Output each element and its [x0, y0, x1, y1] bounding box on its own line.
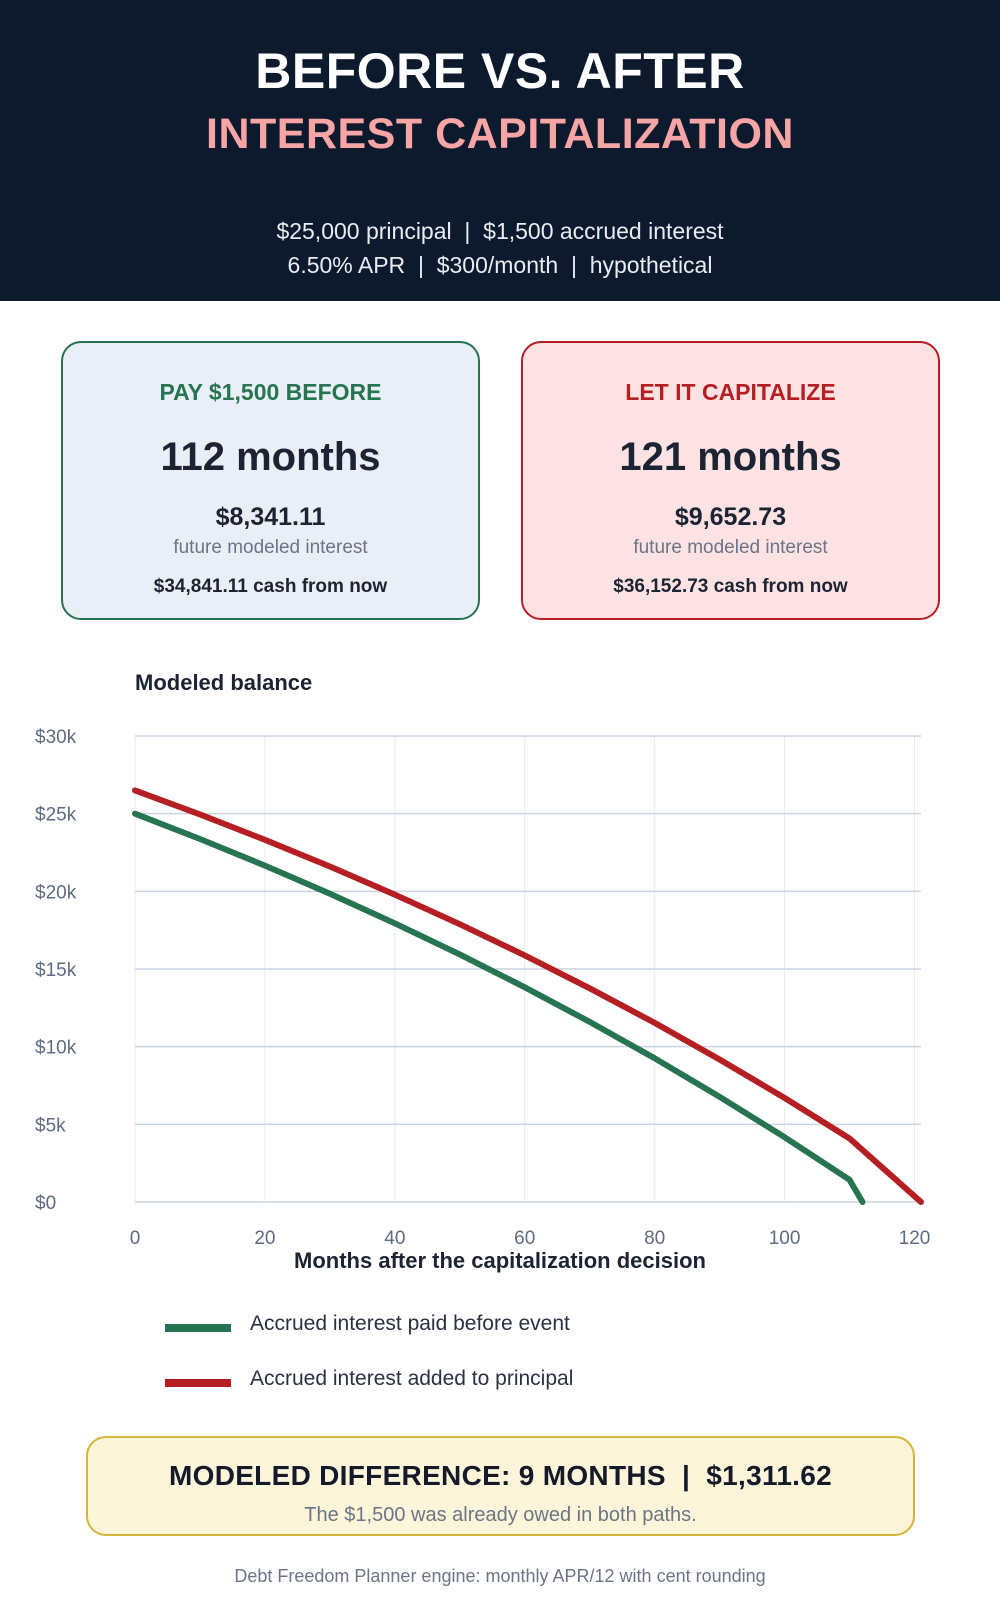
scenario-line-2: 6.50% APR | $300/month | hypothetical [287, 252, 713, 278]
x-tick-label: 0 [130, 1228, 141, 1249]
pay-before-caption: future modeled interest [173, 537, 368, 558]
chart-title: Modeled balance [135, 670, 312, 695]
y-tick-label: $20k [35, 882, 77, 903]
x-tick-label: 80 [644, 1228, 665, 1249]
capitalize-card: LET IT CAPITALIZE 121 months $9,652.73 f… [521, 341, 940, 620]
chart-grid [134, 735, 921, 1203]
y-tick-label: $15k [35, 960, 77, 981]
difference-note: The $1,500 was already owed in both path… [304, 1504, 697, 1526]
pay-before-card: PAY $1,500 BEFORE 112 months $8,341.11 f… [61, 341, 480, 620]
y-tick-label: $30k [35, 727, 77, 748]
page-subtitle: INTEREST CAPITALIZATION [206, 110, 794, 158]
capitalize-label: LET IT CAPITALIZE [625, 379, 836, 405]
header-banner: BEFORE VS. AFTER INTEREST CAPITALIZATION… [0, 0, 1000, 301]
x-tick-label: 40 [384, 1228, 405, 1249]
x-tick-label: 20 [254, 1228, 275, 1249]
legend-swatch-red [165, 1379, 231, 1387]
series-line-capitalized [132, 787, 924, 1205]
chart-series [132, 787, 924, 1205]
balance-line-chart: Modeled balance $0 $5k $10k $15k $20k $25k $30… [35, 670, 930, 1273]
series-line-paid-before [132, 810, 866, 1205]
y-tick-label: $0 [35, 1193, 56, 1214]
y-tick-label: $10k [35, 1038, 77, 1059]
footer-note: Debt Freedom Planner engine: monthly APR… [234, 1566, 766, 1586]
difference-title: MODELED DIFFERENCE: 9 MONTHS | $1,311.62 [168, 1460, 833, 1491]
legend-swatch-green [165, 1324, 231, 1332]
page-title: BEFORE VS. AFTER [255, 43, 745, 99]
x-tick-label: 60 [514, 1228, 535, 1249]
pay-before-months: 112 months [160, 435, 381, 479]
x-axis-label: Months after the capitalization decision [294, 1248, 706, 1273]
chart-axes: $0 $5k $10k $15k $20k $25k $30k 0 20 40 60 80 100 120 [35, 727, 930, 1249]
capitalize-caption: future modeled interest [633, 537, 828, 558]
capitalize-interest: $9,652.73 [674, 503, 787, 531]
pay-before-interest: $8,341.11 [215, 503, 326, 531]
difference-banner: MODELED DIFFERENCE: 9 MONTHS | $1,311.62… [86, 1436, 915, 1536]
legend-label-paid-before: Accrued interest paid before event [250, 1312, 570, 1335]
legend-label-capitalized: Accrued interest added to principal [250, 1367, 574, 1390]
scenario-line-1: $25,000 principal | $1,500 accrued inter… [276, 218, 724, 244]
x-tick-label: 120 [899, 1228, 931, 1249]
x-tick-label: 100 [769, 1228, 801, 1249]
capitalize-cash: $36,152.73 cash from now [613, 576, 848, 597]
pay-before-label: PAY $1,500 BEFORE [159, 379, 382, 405]
y-tick-label: $25k [35, 805, 77, 826]
capitalize-months: 121 months [619, 435, 842, 479]
y-tick-label: $5k [35, 1115, 66, 1136]
pay-before-cash: $34,841.11 cash from now [153, 576, 388, 597]
